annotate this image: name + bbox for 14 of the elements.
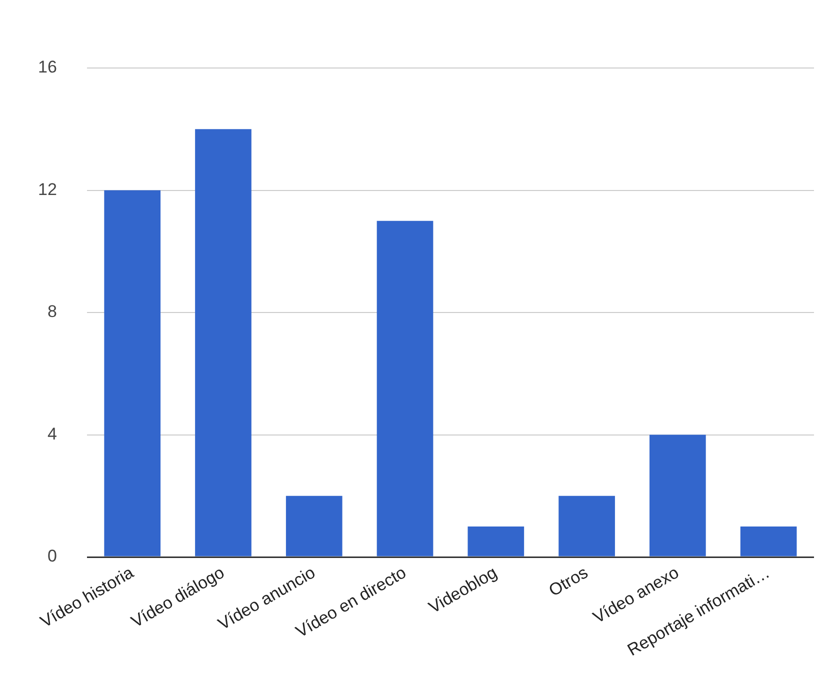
y-tick-label: 8 bbox=[47, 302, 57, 322]
bar bbox=[286, 496, 342, 556]
y-tick-label: 16 bbox=[38, 58, 57, 77]
bar bbox=[649, 434, 706, 556]
bar bbox=[468, 526, 524, 556]
bar bbox=[376, 220, 434, 556]
bar bbox=[558, 496, 615, 556]
bar bbox=[740, 526, 797, 556]
x-tick-label: Otros bbox=[546, 562, 592, 600]
bar bbox=[104, 190, 161, 556]
y-tick-label: 4 bbox=[47, 424, 57, 444]
y-tick-label: 12 bbox=[38, 180, 57, 199]
bar bbox=[195, 129, 252, 556]
y-tick-label: 0 bbox=[47, 546, 57, 566]
